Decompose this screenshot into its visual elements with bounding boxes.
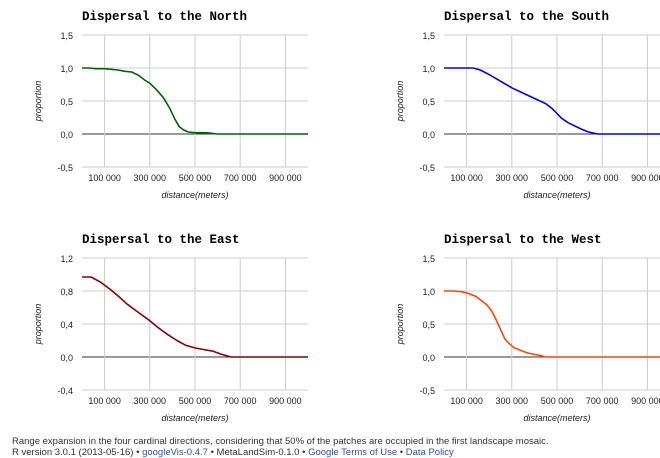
y-tick-label: 0,0	[422, 130, 435, 140]
chart-title: Dispersal to the North	[82, 10, 247, 24]
separator-bullet: •	[302, 447, 306, 458]
y-tick-label: 0,4	[60, 320, 73, 330]
x-axis-label: distance(meters)	[161, 190, 228, 200]
x-tick-label: 300 000	[496, 396, 529, 406]
chart-title: Dispersal to the East	[82, 233, 240, 247]
x-tick-label: 100 000	[450, 173, 483, 183]
x-tick-label: 500 000	[179, 396, 212, 406]
x-tick-label: 700 000	[586, 396, 619, 406]
y-tick-label: 0,0	[60, 130, 73, 140]
y-tick-label: 1,5	[422, 31, 435, 41]
chart-title: Dispersal to the West	[444, 233, 602, 247]
series-line	[444, 67, 660, 135]
chart-svg: Dispersal to the East -0,4 0,0 0,4 0,8 1,2 100…	[33, 233, 308, 423]
x-tick-label: 500 000	[541, 396, 574, 406]
footer-credits: R version 3.0.1 (2013-05-16) • googleVis…	[12, 447, 549, 458]
x-tick-label: 100 000	[88, 173, 121, 183]
separator-bullet: •	[210, 447, 214, 458]
separator-bullet: •	[136, 447, 140, 458]
y-tick-label: 0,5	[422, 320, 435, 330]
y-axis-label: proportion	[33, 81, 43, 123]
chart-svg: Dispersal to the South -0,5 0,0 0,5 1,0 1,5 10…	[395, 10, 660, 200]
y-tick-label: 1,2	[60, 254, 73, 264]
x-axis-label: distance(meters)	[523, 190, 590, 200]
series-line	[82, 276, 308, 358]
series-line	[444, 290, 660, 358]
y-tick-label: 1,5	[422, 254, 435, 264]
y-tick-label: 0,5	[60, 97, 73, 107]
x-tick-label: 300 000	[496, 173, 529, 183]
x-tick-label: 900 000	[631, 396, 660, 406]
x-tick-label: 500 000	[541, 173, 574, 183]
separator-bullet: •	[399, 447, 404, 458]
x-tick-label: 500 000	[179, 173, 212, 183]
data-policy-link[interactable]: Data Policy	[405, 447, 454, 458]
chart-caption: Range expansion in the four cardinal dir…	[12, 436, 549, 447]
y-tick-label: 0,0	[422, 353, 435, 363]
chart-east: Dispersal to the East -0,4 0,0 0,4 0,8 1,2 100…	[0, 223, 310, 450]
footer: Range expansion in the four cardinal dir…	[12, 436, 549, 458]
x-tick-label: 700 000	[224, 396, 257, 406]
chart-svg: Dispersal to the West -0,5 0,0 0,5 1,0 1,5 100…	[395, 233, 660, 423]
y-tick-label: -0,4	[57, 386, 73, 396]
google-terms-link[interactable]: Google Terms of Use	[308, 447, 398, 458]
x-tick-label: 100 000	[88, 396, 121, 406]
metalandsim-text: MetaLandSim-0.1.0	[216, 447, 300, 458]
x-tick-label: 900 000	[269, 396, 302, 406]
y-tick-label: -0,5	[419, 386, 435, 396]
y-tick-label: 1,0	[422, 64, 435, 74]
chart-west: Dispersal to the West -0,5 0,0 0,5 1,0 1,5 100…	[362, 223, 660, 450]
x-tick-label: 700 000	[224, 173, 257, 183]
x-tick-label: 300 000	[134, 173, 167, 183]
y-tick-label: 1,0	[422, 287, 435, 297]
x-tick-label: 100 000	[450, 396, 483, 406]
x-axis-label: distance(meters)	[161, 413, 228, 423]
y-axis-label: proportion	[395, 81, 405, 123]
chart-title: Dispersal to the South	[444, 10, 609, 24]
x-tick-label: 900 000	[631, 173, 660, 183]
chart-svg: Dispersal to the North -0,5 0,0 0,5 1,0 1,5 10…	[33, 10, 308, 200]
googlevis-link[interactable]: googleVis-0.4.7	[142, 447, 208, 458]
chart-south: Dispersal to the South -0,5 0,0 0,5 1,0 1,5 10…	[362, 0, 660, 227]
y-tick-label: -0,5	[419, 163, 435, 173]
y-tick-label: -0,5	[57, 163, 73, 173]
series-line	[82, 67, 308, 135]
y-tick-label: 1,5	[60, 31, 73, 41]
x-tick-label: 700 000	[586, 173, 619, 183]
y-tick-label: 0,0	[60, 353, 73, 363]
r-version-text: R version 3.0.1 (2013-05-16)	[12, 447, 134, 458]
x-tick-label: 900 000	[269, 173, 302, 183]
y-tick-label: 0,5	[422, 97, 435, 107]
x-axis-label: distance(meters)	[523, 413, 590, 423]
y-axis-label: proportion	[395, 304, 405, 346]
chart-north: Dispersal to the North -0,5 0,0 0,5 1,0 1,5 10…	[0, 0, 310, 227]
y-tick-label: 0,8	[60, 287, 73, 297]
y-tick-label: 1,0	[60, 64, 73, 74]
y-axis-label: proportion	[33, 304, 43, 346]
x-tick-label: 300 000	[134, 396, 167, 406]
